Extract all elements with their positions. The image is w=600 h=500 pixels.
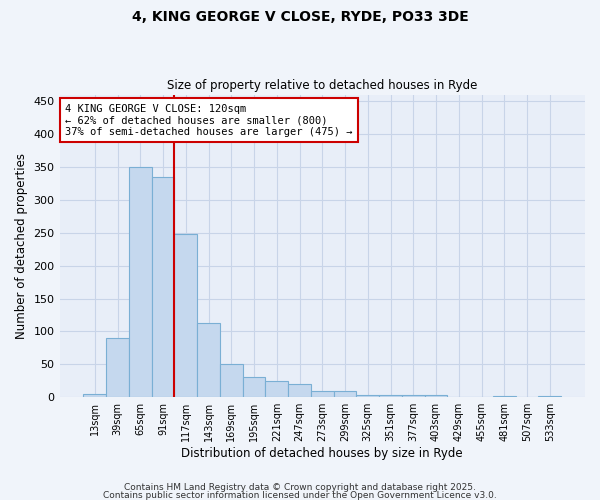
Bar	[288, 384, 311, 397]
Bar	[265, 381, 288, 397]
Bar	[311, 390, 334, 397]
Bar	[493, 396, 515, 397]
X-axis label: Distribution of detached houses by size in Ryde: Distribution of detached houses by size …	[181, 447, 463, 460]
Bar	[538, 396, 561, 397]
Bar	[334, 390, 356, 397]
Bar	[152, 177, 175, 397]
Bar	[448, 396, 470, 397]
Title: Size of property relative to detached houses in Ryde: Size of property relative to detached ho…	[167, 79, 478, 92]
Bar	[356, 395, 379, 397]
Bar	[242, 378, 265, 397]
Bar	[220, 364, 242, 397]
Text: 4 KING GEORGE V CLOSE: 120sqm
← 62% of detached houses are smaller (800)
37% of : 4 KING GEORGE V CLOSE: 120sqm ← 62% of d…	[65, 104, 352, 137]
Bar	[106, 338, 129, 397]
Bar	[402, 395, 425, 397]
Bar	[175, 234, 197, 397]
Bar	[83, 394, 106, 397]
Bar	[425, 395, 448, 397]
Bar	[129, 167, 152, 397]
Text: 4, KING GEORGE V CLOSE, RYDE, PO33 3DE: 4, KING GEORGE V CLOSE, RYDE, PO33 3DE	[131, 10, 469, 24]
Bar	[379, 394, 402, 397]
Text: Contains HM Land Registry data © Crown copyright and database right 2025.: Contains HM Land Registry data © Crown c…	[124, 484, 476, 492]
Y-axis label: Number of detached properties: Number of detached properties	[15, 153, 28, 339]
Text: Contains public sector information licensed under the Open Government Licence v3: Contains public sector information licen…	[103, 490, 497, 500]
Bar	[197, 323, 220, 397]
